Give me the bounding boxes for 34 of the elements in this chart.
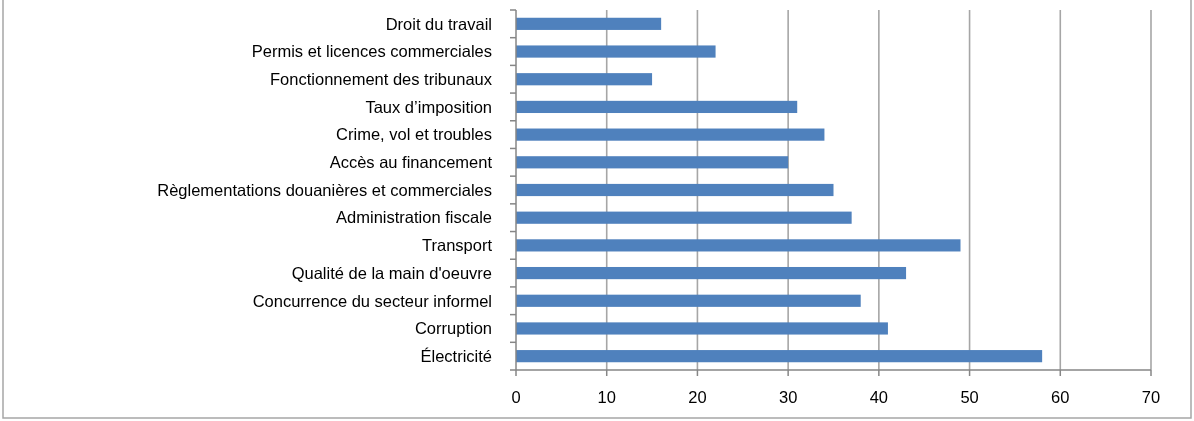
y-tick-label: Qualité de la main d'oeuvre xyxy=(291,263,492,282)
y-tick-label: Règlementations douanières et commerciales xyxy=(157,180,492,199)
x-tick-label: 60 xyxy=(1051,387,1070,406)
bar xyxy=(516,17,662,30)
bar xyxy=(516,73,653,86)
bar xyxy=(516,350,1043,363)
x-tick-label: 70 xyxy=(1141,387,1161,406)
x-tick-label: 0 xyxy=(511,387,521,406)
bar xyxy=(516,211,852,224)
y-tick-label: Électricité xyxy=(420,346,492,365)
y-tick-label: Corruption xyxy=(414,319,492,338)
x-tick-label: 40 xyxy=(869,387,889,406)
y-tick-label: Accès au financement xyxy=(329,153,493,172)
y-tick-label: Droit du travail xyxy=(385,14,492,33)
x-tick-label: 20 xyxy=(688,387,707,406)
bar xyxy=(516,100,798,114)
bar xyxy=(516,266,907,280)
y-tick-label: Concurrence du secteur informel xyxy=(252,291,492,310)
x-tick-label: 10 xyxy=(597,387,616,406)
bar xyxy=(516,45,716,58)
y-tick-label: Fonctionnement des tribunaux xyxy=(270,70,493,89)
x-tick-label: 30 xyxy=(778,387,798,406)
bar xyxy=(516,239,961,252)
y-tick-label: Administration fiscale xyxy=(336,208,492,227)
y-tick-label: Crime, vol et troubles xyxy=(336,125,492,144)
y-tick-label: Transport xyxy=(422,236,493,255)
bar xyxy=(516,322,888,335)
bar xyxy=(516,156,789,169)
bar xyxy=(516,294,861,307)
bar xyxy=(516,183,834,197)
bar xyxy=(516,128,825,141)
y-tick-label: Taux d’imposition xyxy=(365,97,492,116)
x-tick-label: 50 xyxy=(960,387,979,406)
y-tick-label: Permis et licences commerciales xyxy=(251,42,492,61)
